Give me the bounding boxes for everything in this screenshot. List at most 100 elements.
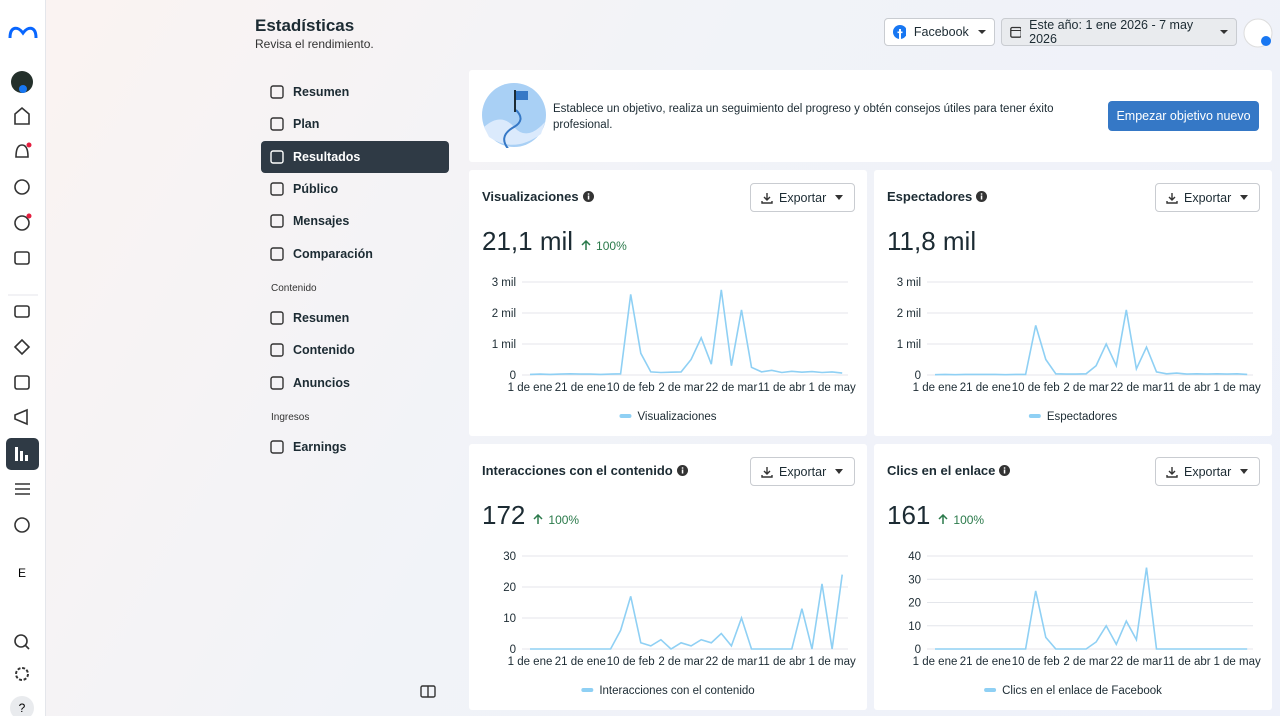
icon-shape [270, 311, 284, 325]
feed-icon[interactable] [14, 251, 30, 265]
info-shape [981, 195, 983, 200]
info-shape [587, 195, 589, 200]
collapse-sidebar-icon[interactable] [420, 685, 436, 698]
card-title: Interacciones con el contenido [482, 463, 688, 478]
icon-shape [938, 513, 948, 524]
meta-logo[interactable] [8, 26, 38, 39]
nav-icon [270, 117, 284, 131]
menu-icon[interactable] [15, 483, 30, 495]
export-button[interactable]: Exportar [750, 457, 855, 486]
rail-icons: E ? [6, 26, 39, 716]
content-icon[interactable] [14, 305, 30, 318]
x-tick-label: 22 de mar [706, 656, 758, 668]
legend-label: Clics en el enlace de Facebook [1002, 685, 1162, 697]
y-tick-label: 40 [908, 551, 921, 563]
left-rail: E ? [0, 0, 46, 716]
info-shape [1004, 469, 1006, 474]
monetization-icon[interactable] [14, 517, 30, 533]
x-tick-label: 22 de mar [706, 382, 758, 394]
nav-item[interactable]: Contenido [261, 334, 449, 366]
y-tick-label: 2 mil [897, 308, 921, 320]
legend-swatch [619, 414, 632, 418]
home-icon[interactable] [14, 106, 30, 125]
nav-item[interactable]: Mensajes [261, 205, 449, 237]
legend-swatch [1028, 414, 1041, 418]
data-line [934, 309, 1248, 376]
data-line [935, 567, 1248, 650]
export-label: Exportar [779, 190, 827, 205]
metric-change: 100% [533, 513, 579, 527]
x-tick-label: 11 de abr [758, 382, 806, 394]
metric-total: 11,8 mil [887, 226, 977, 256]
nav-item-label: Resumen [293, 311, 350, 325]
export-button[interactable]: Exportar [1155, 183, 1260, 212]
download-icon [1166, 193, 1178, 204]
x-tick-label: 2 de mar [1063, 656, 1109, 668]
download-icon [761, 467, 773, 478]
profile-avatar[interactable] [11, 71, 33, 93]
settings-icon[interactable] [15, 667, 29, 681]
nav-item[interactable]: Resumen [261, 76, 449, 108]
info-icon[interactable] [999, 465, 1011, 476]
x-tick-label: 11 de abr [758, 656, 806, 668]
search-icon[interactable] [14, 634, 28, 648]
metric-card: Visualizaciones Exportar 21,1 mil 100% 0 1 mi… [469, 170, 867, 436]
info-icon[interactable] [976, 191, 988, 202]
nav-item-label: Anuncios [293, 376, 350, 390]
platform-selector[interactable]: Facebook [884, 18, 995, 46]
nav-section-label: Ingresos [271, 412, 310, 423]
x-tick-label: 11 de abr [1163, 382, 1211, 394]
dropdown-caret [977, 30, 986, 34]
x-tick-label: 1 de may [1213, 656, 1261, 668]
planner-icon[interactable] [14, 375, 30, 390]
x-tick-label: 21 de ene [555, 382, 606, 394]
ads-icon[interactable] [14, 408, 28, 426]
icon-shape [270, 247, 284, 261]
page-avatar[interactable] [1243, 18, 1273, 48]
x-tick-label: 10 de feb [607, 656, 655, 668]
help-icon[interactable] [10, 696, 34, 716]
notifications-icon[interactable] [15, 144, 29, 158]
info-icon[interactable] [582, 191, 594, 202]
info-shape [681, 469, 684, 474]
nav-item[interactable]: Anuncios [261, 367, 449, 399]
line-chart: 0 1 mil 2 mil 3 mil 1 de ene 21 de ene 10 de f… [897, 277, 1261, 423]
goal-illustration [482, 83, 546, 148]
nav-item[interactable]: Resumen [261, 302, 449, 334]
engage-icon[interactable] [13, 338, 31, 356]
account-letter[interactable]: E [18, 566, 26, 580]
explore-icon[interactable] [14, 179, 30, 195]
metric-total: 21,1 mil [482, 226, 574, 256]
info-icon[interactable] [676, 465, 688, 476]
info-shape [981, 193, 983, 195]
nav-item[interactable]: Comparación [261, 238, 449, 270]
line-chart: 0 10 20 30 1 de ene 21 de ene 10 de feb 2 de ma… [503, 551, 856, 697]
x-tick-label: 21 de ene [960, 656, 1011, 668]
export-button[interactable]: Exportar [1155, 457, 1260, 486]
icon-shape [533, 513, 543, 524]
messages-icon[interactable] [14, 215, 30, 231]
icon-shape [270, 150, 284, 164]
x-tick-label: 1 de ene [913, 656, 958, 668]
goal-banner: Establece un objetivo, realiza un seguim… [469, 70, 1272, 162]
nav-item-label: Mensajes [293, 214, 350, 228]
nav-icon [270, 343, 284, 357]
nav-item[interactable]: Resultados [261, 141, 449, 173]
nav-item[interactable]: Earnings [261, 431, 449, 463]
nav-icon [270, 440, 284, 454]
nav-item-label: Plan [293, 117, 320, 131]
icon-shape [1166, 467, 1178, 478]
date-range-selector[interactable]: Este año: 1 ene 2026 - 7 may 2026 [1001, 18, 1237, 46]
x-tick-label: 10 de feb [1012, 656, 1060, 668]
x-tick-label: 2 de mar [658, 656, 704, 668]
export-label: Exportar [1184, 190, 1232, 205]
y-tick-label: 3 mil [492, 277, 516, 289]
new-goal-button[interactable]: Empezar objetivo nuevo [1108, 101, 1259, 131]
icon-shape [270, 117, 284, 131]
help-text: ? [19, 701, 26, 715]
nav-item[interactable]: Plan [261, 108, 449, 140]
info-shape [587, 193, 589, 195]
nav-item[interactable]: Público [261, 173, 449, 205]
export-button[interactable]: Exportar [750, 183, 855, 212]
